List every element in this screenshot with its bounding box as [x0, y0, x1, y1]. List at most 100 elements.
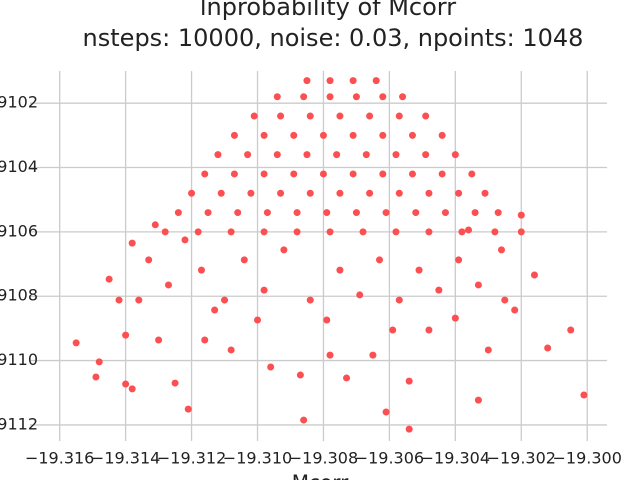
x-tick-label: −19.304	[421, 449, 490, 468]
point	[544, 344, 552, 352]
y-tick-label: 9112	[0, 414, 38, 433]
point	[343, 374, 351, 382]
point	[395, 189, 403, 197]
point	[135, 296, 143, 304]
x-tick-label: −19.308	[289, 449, 358, 468]
point	[128, 385, 136, 393]
point	[415, 266, 423, 274]
point	[201, 170, 209, 178]
point	[211, 306, 219, 314]
point	[336, 189, 344, 197]
point	[405, 425, 413, 433]
point	[247, 189, 255, 197]
point	[422, 151, 430, 159]
point	[319, 131, 327, 139]
x-tick-label: −19.312	[157, 449, 226, 468]
point	[201, 336, 209, 344]
point	[204, 209, 212, 217]
point	[382, 209, 390, 217]
point	[425, 326, 433, 334]
point	[517, 228, 525, 236]
x-tick-label: −19.316	[25, 449, 94, 468]
point	[326, 77, 334, 85]
point	[494, 209, 502, 217]
point	[468, 170, 476, 178]
point	[366, 112, 374, 120]
point	[458, 228, 466, 236]
point	[230, 170, 238, 178]
point	[323, 209, 331, 217]
x-tick-label: −19.306	[355, 449, 424, 468]
point	[474, 396, 482, 404]
y-tick-label: 9104	[0, 157, 38, 176]
point	[455, 189, 463, 197]
point	[174, 209, 182, 217]
point	[484, 346, 492, 354]
point	[227, 346, 235, 354]
point	[227, 228, 235, 236]
point	[181, 236, 189, 244]
point	[171, 379, 179, 387]
point	[221, 296, 229, 304]
point	[412, 209, 420, 217]
point	[481, 189, 489, 197]
point	[451, 314, 459, 322]
point	[356, 291, 364, 299]
point	[379, 170, 387, 178]
point	[306, 296, 314, 304]
point	[244, 151, 252, 159]
point	[277, 112, 285, 120]
point	[277, 189, 285, 197]
point	[273, 93, 281, 101]
point	[567, 326, 575, 334]
y-tick-label: 9110	[0, 350, 38, 369]
point	[517, 211, 525, 219]
point	[511, 306, 519, 314]
point	[392, 151, 400, 159]
point	[250, 112, 258, 120]
point	[405, 377, 413, 385]
point	[122, 331, 130, 339]
point	[155, 336, 163, 344]
point	[438, 131, 446, 139]
point	[300, 93, 308, 101]
point	[326, 351, 334, 359]
point	[395, 112, 403, 120]
point	[336, 112, 344, 120]
point	[336, 266, 344, 274]
y-tick-label: 9108	[0, 286, 38, 305]
point	[474, 281, 482, 289]
point	[352, 209, 360, 217]
point	[260, 170, 268, 178]
point	[306, 189, 314, 197]
point	[372, 77, 380, 85]
point	[214, 151, 222, 159]
point	[349, 131, 357, 139]
point	[369, 351, 377, 359]
point	[300, 416, 308, 424]
y-tick-label: 9106	[0, 221, 38, 240]
point	[105, 275, 113, 283]
point	[290, 131, 298, 139]
point	[273, 151, 281, 159]
chart-title: lnprobability of Mcorr	[200, 0, 456, 21]
point	[234, 209, 242, 217]
point	[260, 131, 268, 139]
point	[72, 339, 80, 347]
point	[455, 256, 463, 264]
point	[95, 358, 103, 366]
point	[293, 209, 301, 217]
point	[362, 151, 370, 159]
point	[497, 246, 505, 254]
x-tick-label: −19.314	[91, 449, 160, 468]
point	[392, 228, 400, 236]
point	[263, 209, 271, 217]
point	[379, 93, 387, 101]
point	[438, 170, 446, 178]
point	[471, 209, 479, 217]
y-tick-label: 9102	[0, 93, 38, 112]
point	[267, 363, 275, 371]
point	[395, 296, 403, 304]
point	[260, 228, 268, 236]
point	[122, 380, 130, 388]
